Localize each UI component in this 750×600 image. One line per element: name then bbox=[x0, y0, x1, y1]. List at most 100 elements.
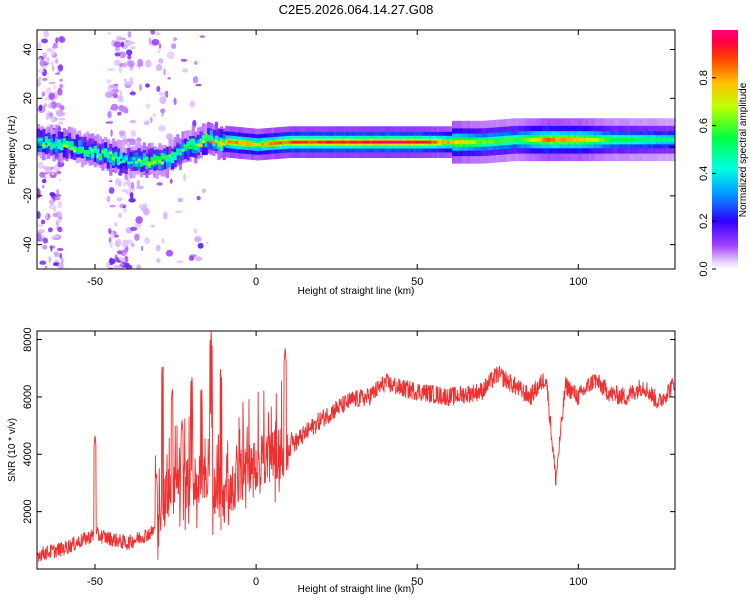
spectrogram-xlabel: Height of straight line (km) bbox=[298, 286, 415, 297]
noise-speckle bbox=[116, 36, 123, 41]
noise-speckle bbox=[117, 250, 123, 255]
noise-speckle bbox=[119, 256, 123, 262]
ridge-segment bbox=[320, 140, 324, 144]
ridge-segment bbox=[199, 144, 203, 148]
noise-speckle bbox=[52, 42, 58, 48]
noise-speckle bbox=[108, 257, 114, 266]
ridge-segment bbox=[573, 137, 577, 142]
noise-speckle bbox=[165, 249, 174, 257]
noise-speckle bbox=[130, 138, 135, 142]
noise-speckle bbox=[120, 41, 125, 48]
ridge-segment bbox=[73, 149, 77, 152]
noise-speckle bbox=[52, 65, 55, 72]
ridge-segment bbox=[408, 140, 412, 144]
ridge-segment bbox=[330, 140, 335, 144]
ridge-segment bbox=[178, 152, 182, 156]
ridge-segment bbox=[315, 140, 319, 144]
ridge-segment bbox=[660, 137, 664, 142]
ridge-segment bbox=[65, 144, 69, 148]
ridge-segment bbox=[619, 137, 623, 142]
noise-speckle bbox=[107, 110, 112, 119]
noise-speckle bbox=[134, 233, 140, 241]
noise-speckle bbox=[128, 41, 136, 45]
noise-speckle bbox=[48, 103, 52, 109]
ridge-segment bbox=[645, 137, 649, 142]
noise-speckle bbox=[113, 264, 120, 269]
noise-speckle bbox=[127, 54, 132, 60]
ridge-segment bbox=[39, 137, 43, 141]
ridge-segment bbox=[604, 137, 608, 142]
noise-speckle bbox=[155, 32, 161, 36]
ridge-segment bbox=[122, 159, 126, 163]
ridge-segment bbox=[294, 140, 298, 144]
ridge-segment bbox=[204, 133, 208, 141]
noise-speckle bbox=[139, 83, 143, 92]
ridge-segment bbox=[359, 140, 363, 144]
ridge-segment bbox=[281, 141, 286, 145]
noise-speckle bbox=[136, 137, 142, 144]
ridge-segment bbox=[488, 139, 492, 144]
ridge-segment bbox=[57, 139, 61, 143]
noise-speckle bbox=[129, 119, 136, 124]
noise-speckle bbox=[41, 91, 46, 97]
ridge-segment bbox=[60, 143, 64, 150]
noise-speckle bbox=[161, 112, 165, 117]
ridge-segment bbox=[464, 140, 469, 145]
ridge-segment bbox=[137, 157, 141, 170]
ridge-segment bbox=[413, 140, 417, 144]
ridge-segment bbox=[75, 148, 79, 151]
noise-speckle bbox=[116, 84, 119, 89]
noise-speckle bbox=[112, 93, 118, 99]
noise-speckle bbox=[119, 203, 127, 209]
ridge-segment bbox=[387, 140, 391, 144]
noise-speckle bbox=[142, 208, 150, 216]
noise-speckle bbox=[152, 113, 156, 118]
noise-speckle bbox=[49, 199, 55, 206]
noise-speckle bbox=[57, 121, 64, 126]
ridge-segment bbox=[624, 137, 628, 142]
noise-speckle bbox=[130, 182, 135, 189]
ridge-segment bbox=[258, 143, 262, 146]
noise-speckle bbox=[196, 195, 201, 201]
ridge-segment bbox=[55, 139, 59, 153]
ridge-segment bbox=[127, 161, 131, 165]
ridge-segment bbox=[436, 140, 440, 144]
noise-speckle bbox=[113, 41, 122, 48]
noise-speckle bbox=[106, 261, 110, 268]
noise-speckle bbox=[206, 241, 209, 244]
ridge-segment bbox=[78, 140, 82, 153]
noise-speckle bbox=[53, 207, 56, 212]
ridge-segment bbox=[562, 137, 567, 142]
ridge-segment bbox=[544, 137, 548, 142]
x-tick-label: -50 bbox=[87, 276, 103, 288]
ridge-segment bbox=[586, 137, 590, 142]
ridge-segment bbox=[173, 152, 177, 156]
y-tick-label: 20 bbox=[22, 92, 34, 104]
spectrogram-ridge bbox=[37, 118, 675, 180]
colorbar-tick-label: 0.6 bbox=[698, 118, 710, 133]
noise-speckle bbox=[145, 83, 150, 88]
ridge-segment bbox=[609, 137, 613, 142]
noise-speckle bbox=[42, 184, 45, 189]
ridge-segment bbox=[183, 144, 188, 152]
noise-speckle bbox=[52, 235, 60, 239]
ridge-segment bbox=[44, 144, 48, 148]
noise-speckle bbox=[125, 239, 133, 244]
noise-speckle bbox=[143, 120, 150, 126]
ridge-segment bbox=[472, 140, 476, 145]
noise-speckle bbox=[160, 108, 166, 114]
noise-speckle bbox=[51, 172, 55, 176]
ridge-segment bbox=[142, 159, 146, 163]
noise-speckle bbox=[44, 96, 50, 101]
ridge-segment bbox=[627, 137, 631, 142]
noise-speckle bbox=[52, 262, 60, 266]
noise-speckle bbox=[199, 35, 205, 38]
snr-frame bbox=[36, 330, 676, 570]
x-tick-label: -50 bbox=[87, 576, 103, 588]
snr-ticks: -50 0 50 100 2000 4000 6000 8000 bbox=[22, 327, 675, 588]
noise-speckle bbox=[108, 228, 112, 234]
noise-speckle bbox=[40, 219, 46, 225]
noise-speckle bbox=[37, 68, 44, 73]
noise-speckle bbox=[54, 196, 61, 201]
ridge-segment bbox=[52, 144, 56, 148]
